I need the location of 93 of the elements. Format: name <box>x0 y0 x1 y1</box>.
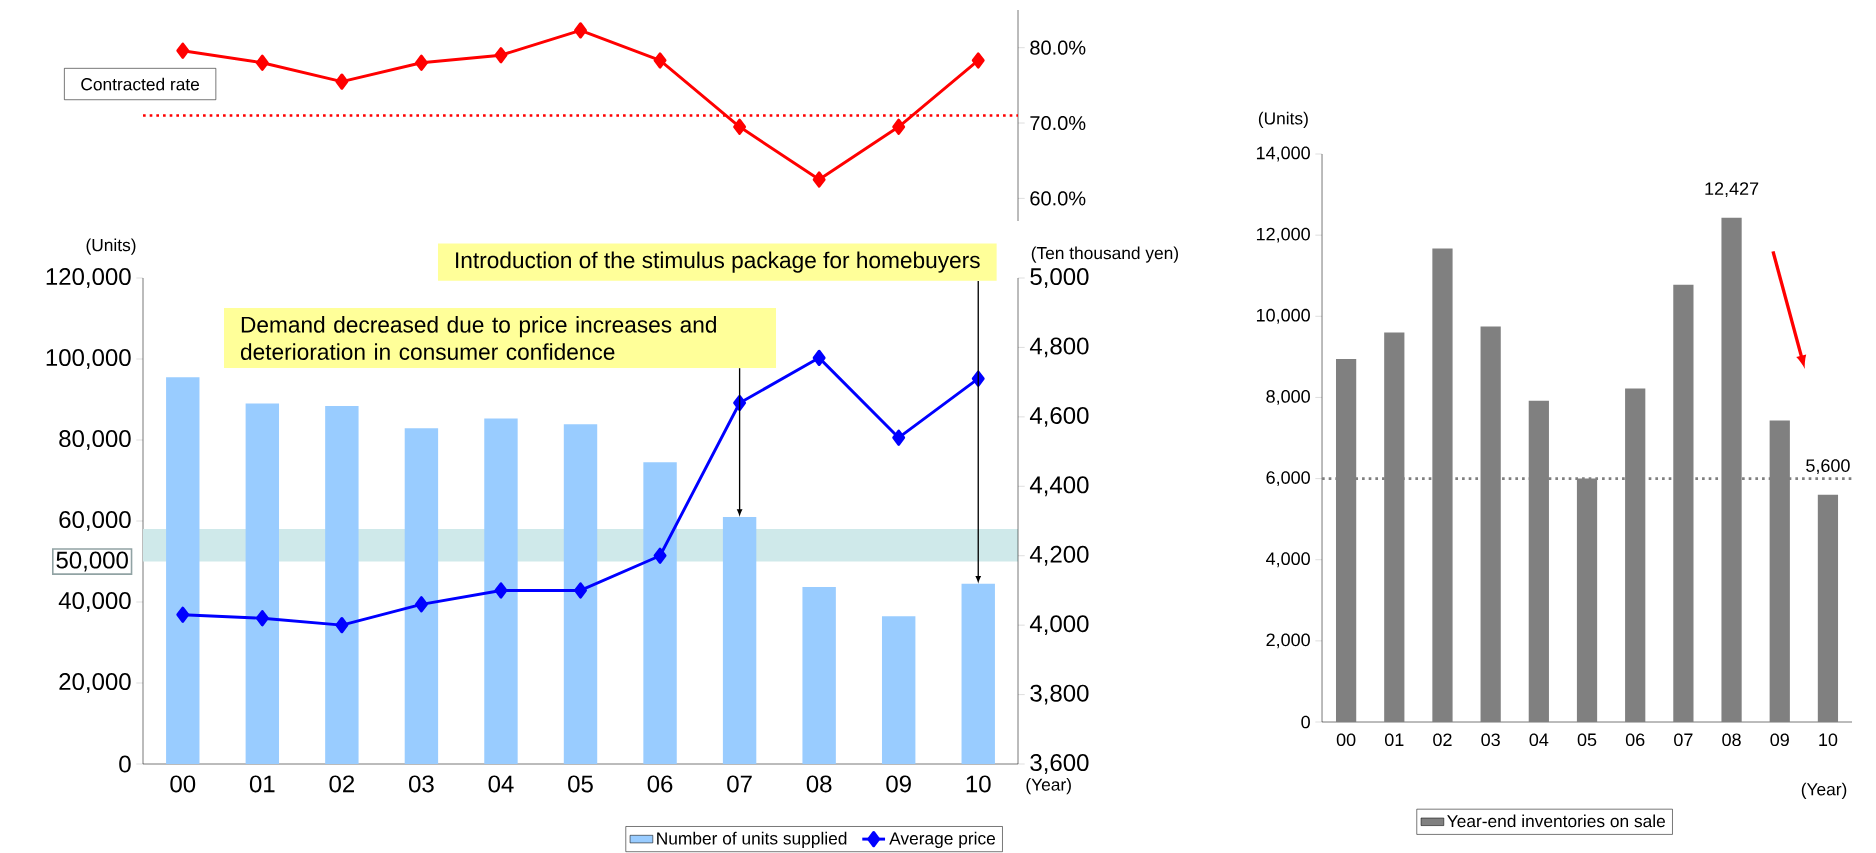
y-tick-label: 100,000 <box>46 349 131 369</box>
x-tick-label: 09 <box>1770 733 1789 747</box>
y-tick-label: 60,000 <box>59 511 131 531</box>
bar <box>881 616 916 765</box>
x-tick-label: 03 <box>1481 733 1500 747</box>
y2-tick-label: 4,400 <box>1029 476 1089 497</box>
x-tick-label: 00 <box>1336 733 1356 747</box>
point <box>733 118 747 135</box>
annotation: Demand decreased due to price increases and deterioration in consumer confidence <box>240 316 716 360</box>
x-tick-label: 07 <box>727 775 752 793</box>
y2-tick-label: 3,800 <box>1030 684 1089 705</box>
x-tick-label: 07 <box>1674 733 1693 747</box>
y2-tick-label: 4,200 <box>1029 545 1089 566</box>
y-tick-label: 80,000 <box>59 430 131 450</box>
x-tick-label: 10 <box>1819 733 1838 747</box>
x-tick-label: 08 <box>806 775 832 793</box>
x-tick-label: 09 <box>886 775 911 793</box>
point <box>892 118 906 135</box>
point <box>653 52 667 69</box>
x-axis-title: (Year) <box>1801 782 1847 799</box>
x-tick-label: 02 <box>329 775 355 793</box>
y2-tick-label: 4,600 <box>1029 406 1089 427</box>
bar <box>166 377 200 765</box>
bar <box>802 587 836 765</box>
x-tick-label: 00 <box>170 775 196 793</box>
point <box>653 547 667 564</box>
y2-tick-label: 5,000 <box>1030 268 1089 288</box>
x-tick-label: 08 <box>1722 733 1741 747</box>
y-tick-label: 6,000 <box>1266 471 1310 487</box>
point <box>574 22 587 39</box>
y-tick-label: 4,000 <box>1266 552 1310 568</box>
point <box>335 617 349 634</box>
y-tick-label: 20,000 <box>59 673 131 693</box>
point <box>176 42 190 59</box>
point <box>414 54 428 71</box>
series-label: Contracted rate <box>81 77 200 91</box>
point <box>892 429 906 446</box>
data-label: 12,427 <box>1705 182 1759 198</box>
y-tick-label: 14,000 <box>1256 146 1310 162</box>
annotation: Introduction of the stimulus package for homebuyers <box>456 251 980 273</box>
x-tick-label: 02 <box>1433 733 1452 747</box>
point <box>812 171 826 188</box>
legend-label: Number of units supplied <box>657 831 847 848</box>
point <box>414 596 428 613</box>
bar <box>722 516 757 765</box>
x-tick-label: 04 <box>1529 733 1549 747</box>
x-tick-label: 04 <box>488 775 514 793</box>
x-axis-title: (Year) <box>1026 778 1071 795</box>
point <box>494 582 508 599</box>
point <box>494 47 508 64</box>
y2-tick-label: 3,600 <box>1030 754 1089 774</box>
legend-label: Average price <box>889 831 996 848</box>
point <box>176 606 190 623</box>
point <box>255 54 269 71</box>
y-tick-label: 0 <box>1301 715 1310 729</box>
y2-axis-title: (Ten thousand yen) <box>1031 246 1179 263</box>
bar <box>643 462 677 765</box>
y-tick-label: 0 <box>119 755 131 773</box>
y-axis-title: (Units) <box>86 238 136 255</box>
bar <box>245 403 280 765</box>
legend-label: Year-end inventories on sale <box>1447 814 1665 828</box>
data-label: 5,600 <box>1806 459 1850 475</box>
x-tick-label: 05 <box>568 775 593 793</box>
y-tick-label: 2,000 <box>1266 633 1310 649</box>
y-tick-label: 10,000 <box>1256 308 1310 324</box>
point <box>971 52 985 69</box>
x-tick-label: 10 <box>966 775 991 793</box>
bar <box>1817 494 1839 723</box>
y-tick-label: 120,000 <box>46 268 131 288</box>
y-tick-label: 60.0% <box>1030 191 1086 206</box>
x-tick-label: 06 <box>1625 733 1645 747</box>
bar <box>961 583 995 765</box>
x-tick-label: 01 <box>249 775 275 793</box>
y2-tick-label: 4,800 <box>1029 337 1089 358</box>
point <box>812 349 826 366</box>
bar <box>404 428 439 765</box>
bar <box>563 424 598 765</box>
y-axis-title: (Units) <box>1258 111 1308 128</box>
band-label: 50,000 <box>56 551 128 572</box>
x-tick-label: 06 <box>647 775 673 793</box>
y-tick-label: 70.0% <box>1030 115 1086 131</box>
bar <box>484 418 518 765</box>
y-tick-label: 80.0% <box>1030 40 1086 55</box>
point <box>335 73 349 90</box>
x-tick-label: 03 <box>409 775 434 793</box>
x-tick-label: 01 <box>1384 733 1404 747</box>
x-tick-label: 05 <box>1577 733 1597 747</box>
y-tick-label: 40,000 <box>58 592 131 612</box>
point <box>255 610 269 627</box>
y-tick-label: 8,000 <box>1266 390 1310 405</box>
y-tick-label: 12,000 <box>1256 227 1310 243</box>
bar <box>325 405 359 765</box>
point <box>574 582 587 599</box>
